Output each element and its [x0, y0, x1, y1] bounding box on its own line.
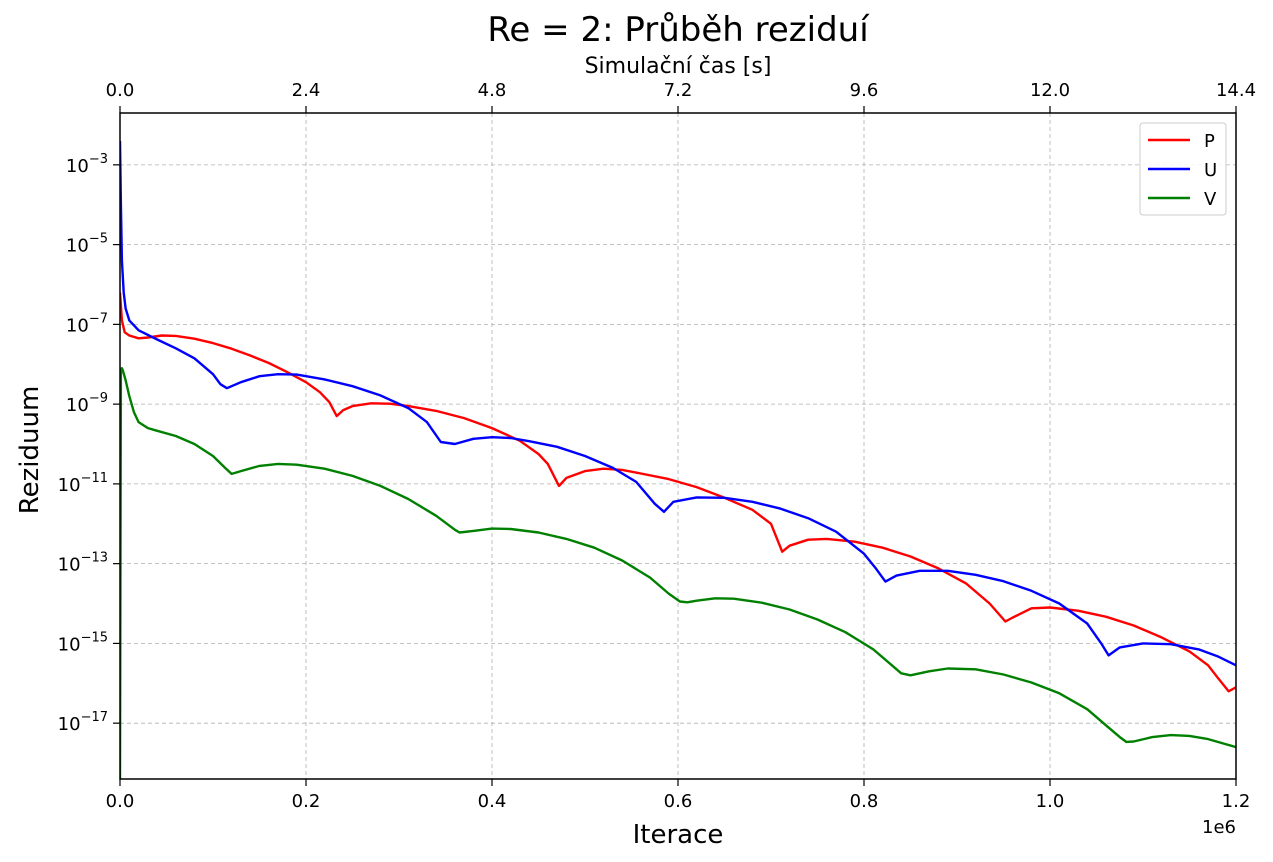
top-x-tick-label: 4.8 [478, 80, 507, 101]
top-x-tick-label: 7.2 [664, 80, 693, 101]
series-lines [120, 140, 1236, 779]
series-line-v [120, 367, 1236, 779]
y-tick-label: 10−7 [66, 311, 108, 336]
top-x-tick-label: 14.4 [1216, 80, 1256, 101]
top-x-tick-label: 9.6 [850, 80, 879, 101]
legend: PUV [1139, 122, 1227, 216]
y-tick-label: 10−5 [66, 232, 108, 257]
series-line-p [120, 292, 1236, 693]
x-tick-label: 0.6 [664, 791, 693, 812]
top-x-tick-label: 12.0 [1030, 80, 1070, 101]
axis-ticks: 0.0 0.0 0.2 2.4 0.4 4.8 0.6 7.2 0.8 9.6 1.0 12.0 1.2… [58, 80, 1256, 812]
chart-title: Re = 2: Průběh reziduí [487, 10, 870, 50]
x-tick-label: 1.2 [1222, 791, 1251, 812]
top-x-axis-label: Simulační čas [s] [585, 54, 772, 79]
x-tick-label: 0.4 [478, 791, 507, 812]
legend-label-v: V [1204, 189, 1217, 210]
y-tick-label: 10−9 [66, 391, 108, 416]
x-tick-label: 0.2 [292, 791, 321, 812]
x-tick-label: 1.0 [1036, 791, 1065, 812]
x-offset-label: 1e6 [1202, 817, 1236, 838]
top-x-tick-label: 2.4 [292, 80, 321, 101]
y-tick-label: 10−15 [58, 630, 108, 655]
y-tick-label: 10−17 [58, 710, 108, 735]
legend-label-u: U [1204, 160, 1217, 181]
legend-label-p: P [1204, 131, 1215, 152]
series-line-u [120, 140, 1236, 667]
y-tick-label: 10−3 [66, 152, 108, 177]
x-tick-label: 0.8 [850, 791, 879, 812]
x-axis-label: Iterace [633, 820, 724, 850]
y-tick-label: 10−13 [58, 551, 108, 576]
x-tick-label: 0.0 [106, 791, 135, 812]
y-axis-label: Reziduum [15, 386, 45, 515]
top-x-tick-label: 0.0 [106, 80, 135, 101]
y-tick-label: 10−11 [58, 471, 108, 496]
